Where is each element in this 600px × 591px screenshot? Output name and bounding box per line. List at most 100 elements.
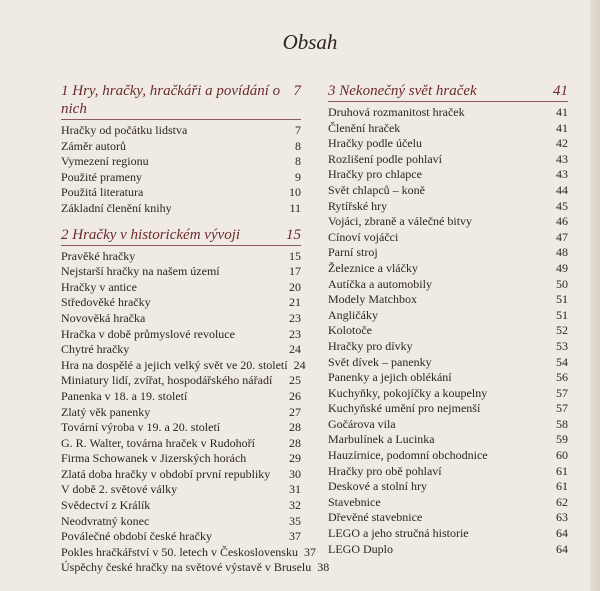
entry-page: 60 — [556, 448, 568, 463]
toc-entry: Panenky a jejich oblékání 56 — [328, 370, 568, 386]
toc-entry: Nejstarší hračky na našem území 17 — [61, 264, 301, 280]
entry-title: Nejstarší hračky na našem území — [61, 264, 220, 279]
entry-title: Tovární výroba v 19. a 20. století — [61, 420, 221, 435]
toc-entry: Zlatý věk panenky 27 — [61, 405, 301, 421]
entry-page: 64 — [556, 541, 568, 556]
toc-entry: Cínoví vojáčci 47 — [328, 230, 568, 246]
chapter-page: 15 — [286, 226, 301, 243]
toc-entry: Dřevěné stavebnice 63 — [328, 510, 568, 526]
chapter-heading: 2 Hračky v historickém vývoji 15 — [61, 224, 301, 246]
entry-page: 24 — [293, 357, 306, 372]
entry-title: LEGO Duplo — [328, 541, 393, 556]
entry-title: Zlatý věk panenky — [61, 404, 151, 419]
toc-entry: Hračky pro dívky 53 — [328, 339, 568, 355]
entry-title: Modely Matchbox — [328, 292, 417, 307]
toc-entry: Středověké hračky 21 — [61, 295, 301, 311]
entry-page: 41 — [556, 120, 568, 135]
toc-entry: Použité prameny 9 — [61, 170, 301, 186]
entry-page: 51 — [556, 292, 568, 307]
entry-page: 43 — [556, 167, 568, 182]
entry-title: Angličáky — [328, 307, 378, 322]
entry-page: 58 — [556, 416, 568, 431]
entry-page: 24 — [289, 342, 301, 357]
toc-entry: Hračky podle účelu 42 — [328, 136, 568, 152]
entry-title: Základní členění knihy — [61, 200, 172, 215]
entry-page: 17 — [289, 264, 301, 279]
toc-entry: Firma Schowanek v Jizerských horách 29 — [61, 451, 301, 467]
toc-entry: LEGO a jeho stručná historie 64 — [328, 526, 568, 542]
chapter-page: 41 — [553, 83, 568, 99]
entry-title: Kuchyňské umění pro nejmenší — [328, 401, 481, 416]
entry-page: 56 — [556, 370, 568, 385]
entry-page: 37 — [303, 544, 316, 559]
entry-title: Hračky pro obě pohlaví — [328, 463, 442, 478]
entry-title: Deskové a stolní hry — [328, 479, 427, 494]
toc-entry: Svědectví z Králík 32 — [61, 498, 301, 514]
entry-page: 9 — [295, 169, 301, 184]
entry-title: Pravěké hračky — [61, 248, 136, 263]
toc-entry: Železnice a vláčky 49 — [328, 261, 568, 277]
entry-page: 54 — [556, 354, 568, 369]
toc-entry: V době 2. světové války 31 — [61, 482, 301, 498]
entry-title: Svět dívek – panenky — [328, 354, 432, 369]
entry-page: 35 — [289, 513, 301, 528]
entry-title: Použité prameny — [61, 169, 142, 184]
entry-title: Poválečné období české hračky — [61, 529, 212, 544]
entry-title: Panenky a jejich oblékání — [328, 370, 452, 385]
toc-entry: Chytré hračky 24 — [61, 342, 301, 358]
entry-page: 52 — [556, 323, 568, 338]
entry-title: Gočárova vila — [328, 416, 396, 431]
chapter-title: 3 Nekonečný svět hraček — [328, 83, 477, 99]
entry-title: Členění hraček — [328, 120, 401, 135]
toc-entry: Svět chlapců – koně 44 — [328, 183, 568, 199]
entry-page: 31 — [289, 482, 301, 497]
entry-page: 42 — [556, 136, 568, 151]
entry-title: Pokles hračkářství v 50. letech v Českos… — [61, 544, 298, 559]
entry-page: 23 — [289, 310, 301, 325]
toc-entry: Hauzírnice, podomní obchodnice 60 — [328, 448, 568, 464]
toc-entry: Základní členění knihy 11 — [61, 201, 301, 217]
toc-entry: Kolotoče 52 — [328, 323, 568, 339]
entry-title: Dřevěné stavebnice — [328, 510, 423, 525]
entry-title: Cínoví vojáčci — [328, 229, 399, 244]
entry-title: Rytířské hry — [328, 198, 388, 213]
toc-entry: Angličáky 51 — [328, 308, 568, 324]
entry-page: 47 — [556, 229, 568, 244]
toc-entry: Hračky v antice 20 — [61, 280, 301, 296]
entry-page: 61 — [556, 463, 568, 478]
page-title: Obsah — [282, 30, 338, 54]
entry-page: 21 — [289, 295, 301, 310]
entry-title: Záměr autorů — [61, 138, 126, 153]
entry-page: 38 — [317, 560, 330, 575]
entry-page: 64 — [556, 526, 568, 541]
entry-title: Firma Schowanek v Jizerských horách — [61, 451, 247, 466]
entry-page: 26 — [289, 388, 301, 403]
entry-title: LEGO a jeho stručná historie — [328, 526, 469, 541]
entry-page: 27 — [289, 404, 301, 419]
entry-title: Kolotoče — [328, 323, 372, 338]
toc-entry: Gočárova vila 58 — [328, 417, 568, 433]
entry-title: Železnice a vláčky — [328, 260, 418, 275]
toc-entry: Členění hraček 41 — [328, 121, 568, 137]
entry-page: 43 — [556, 151, 568, 166]
entry-title: Zlatá doba hračky v období první republi… — [61, 466, 271, 481]
entry-title: Středověké hračky — [61, 295, 151, 310]
chapter-heading: 1 Hry, hračky, hračkáři a povídání o nic… — [61, 80, 301, 120]
toc-entry: Tovární výroba v 19. a 20. století 28 — [61, 420, 301, 436]
entry-page: 23 — [289, 326, 301, 341]
entry-page: 61 — [556, 479, 568, 494]
toc-entry: Použitá literatura 10 — [61, 185, 301, 201]
entry-page: 57 — [556, 385, 568, 400]
toc-entry: Svět dívek – panenky 54 — [328, 355, 568, 371]
entry-page: 57 — [556, 401, 568, 416]
entry-page: 32 — [289, 498, 301, 513]
entry-page: 10 — [289, 185, 301, 200]
entry-page: 50 — [556, 276, 568, 291]
toc-entry: Modely Matchbox 51 — [328, 292, 568, 308]
toc-entry: Miniatury lidí, zvířat, hospodářského ná… — [61, 373, 301, 389]
entry-title: Svědectví z Králík — [61, 498, 151, 513]
entry-page: 25 — [289, 373, 301, 388]
toc-entry: Autíčka a automobily 50 — [328, 277, 568, 293]
toc-entry: Pokles hračkářství v 50. letech v Českos… — [61, 544, 316, 561]
entry-title: Miniatury lidí, zvířat, hospodářského ná… — [61, 373, 273, 388]
